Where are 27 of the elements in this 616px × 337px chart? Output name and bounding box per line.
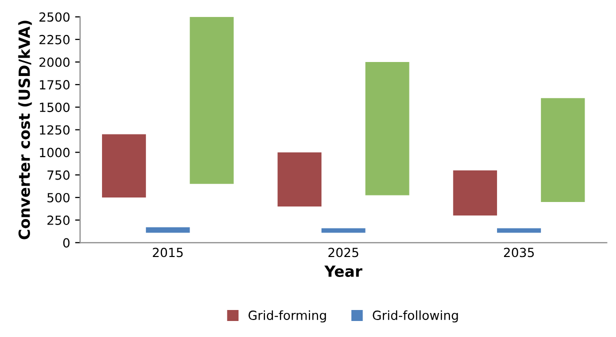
y-tick-label: 1500 (40, 102, 70, 112)
y-tick-label: 1250 (40, 125, 70, 135)
bar (102, 134, 146, 198)
bar (540, 98, 585, 202)
y-tick-label: 1000 (40, 148, 70, 158)
legend-label: Grid-following (372, 310, 458, 322)
y-tick-label: 2000 (39, 57, 70, 67)
bar (146, 227, 190, 233)
y-tick-label: 250 (47, 216, 70, 225)
y-tick-label: 2500 (39, 12, 70, 22)
legend-label: Grid-forming (248, 310, 326, 322)
bar (278, 152, 322, 207)
x-tick-label: 2035 (504, 248, 534, 258)
y-tick-label: 0 (63, 238, 70, 248)
bar (497, 228, 541, 233)
bar (190, 16, 234, 184)
bar (453, 170, 498, 216)
y-axis-title: Converter cost (USD/kVA) (18, 20, 32, 240)
x-tick-label: 2015 (152, 248, 183, 258)
bar (365, 62, 410, 196)
y-tick-label: 1750 (40, 80, 70, 90)
x-axis-title: Year (324, 266, 362, 277)
bar (321, 228, 366, 233)
y-tick-label: 750 (48, 170, 70, 180)
x-tick-label: 2025 (328, 248, 358, 258)
y-tick-label: 2250 (39, 34, 70, 44)
y-tick-label: 500 (47, 192, 70, 202)
